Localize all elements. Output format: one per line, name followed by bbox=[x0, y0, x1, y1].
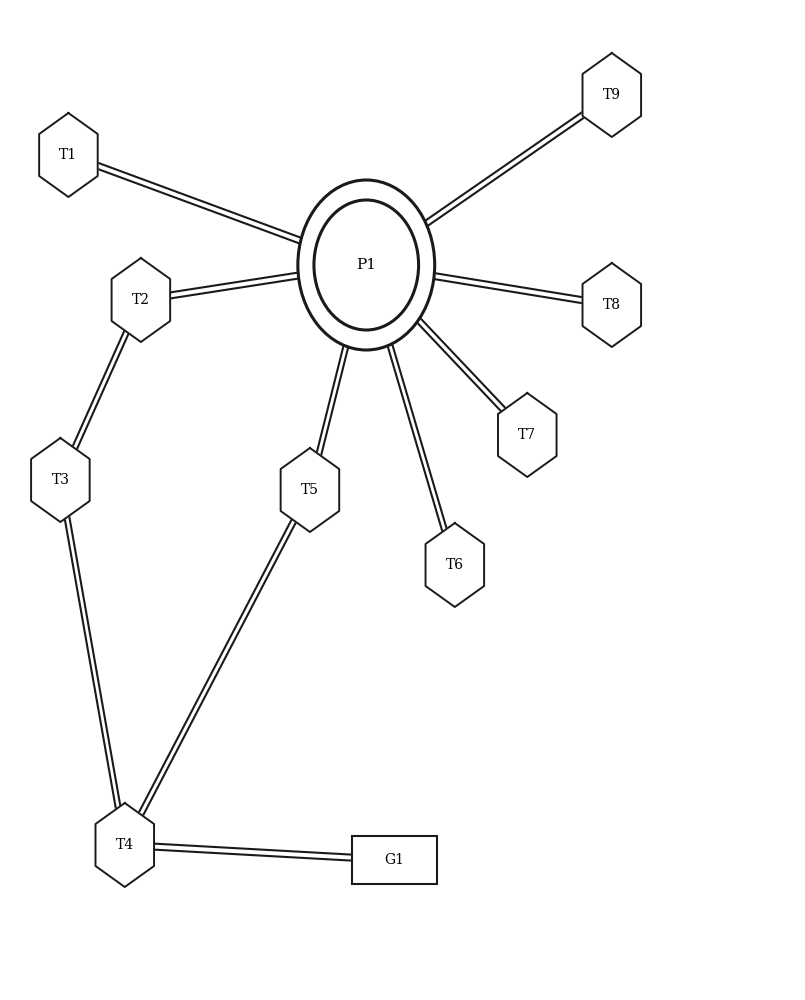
Polygon shape bbox=[112, 258, 170, 342]
Polygon shape bbox=[426, 523, 484, 607]
Polygon shape bbox=[39, 113, 97, 197]
Circle shape bbox=[298, 180, 435, 350]
Text: T1: T1 bbox=[60, 148, 77, 162]
FancyBboxPatch shape bbox=[353, 836, 436, 884]
Circle shape bbox=[314, 200, 419, 330]
Text: T2: T2 bbox=[132, 293, 150, 307]
Text: T9: T9 bbox=[603, 88, 621, 102]
Text: T5: T5 bbox=[301, 483, 319, 497]
Text: T3: T3 bbox=[52, 473, 69, 487]
Polygon shape bbox=[583, 263, 641, 347]
Text: T6: T6 bbox=[446, 558, 464, 572]
Text: T8: T8 bbox=[603, 298, 621, 312]
Polygon shape bbox=[281, 448, 339, 532]
Text: P1: P1 bbox=[357, 258, 376, 272]
Polygon shape bbox=[31, 438, 89, 522]
Polygon shape bbox=[498, 393, 556, 477]
Text: G1: G1 bbox=[385, 853, 404, 867]
Polygon shape bbox=[96, 803, 154, 887]
Polygon shape bbox=[583, 53, 641, 137]
Text: T7: T7 bbox=[518, 428, 536, 442]
Text: T4: T4 bbox=[116, 838, 134, 852]
